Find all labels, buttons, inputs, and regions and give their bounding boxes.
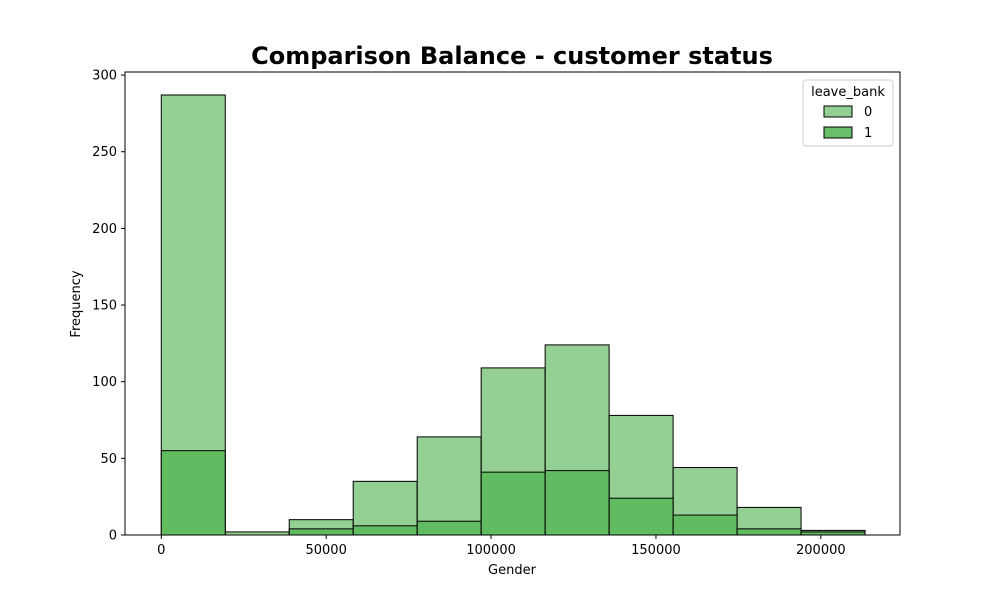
bar-series-1-bin-9 [736,528,802,536]
bar-series-1-bin-4 [416,520,482,536]
bar-series-1-bin-2 [288,528,354,536]
legend-title: leave_bank [811,85,885,100]
y-axis-ticks: 0 50 100 150 200 250 300 [92,69,125,544]
x-tick-label: 50000 [305,543,346,558]
bar-series-0-bin-4 [416,436,482,536]
y-tick-label: 250 [92,145,117,160]
x-axis-label: Gender [488,563,537,578]
bar-series-1-bin-0 [160,450,226,536]
x-tick-label: 0 [157,543,165,558]
bars-group [160,94,866,536]
y-tick-label: 200 [92,222,117,237]
legend-swatch-0 [823,105,853,118]
x-tick-label: 200000 [796,543,846,558]
chart-title: Comparison Balance - customer status [251,42,773,70]
x-axis-ticks: 0 50000 100000 150000 200000 [157,535,846,558]
bar-series-1-bin-7 [608,497,674,536]
bar-series-1-bin-6 [544,470,610,536]
y-tick-label: 50 [100,452,117,467]
x-tick-label: 150000 [631,543,681,558]
legend-label-0: 0 [864,105,872,120]
bar-series-1-bin-5 [480,471,546,536]
y-axis-label: Frequency [69,270,84,337]
bar-series-1-bin-8 [672,514,738,536]
y-tick-label: 300 [92,69,117,84]
legend-swatch-1 [823,126,853,139]
plot-frame [124,71,901,536]
bar-series-1-bin-3 [352,525,418,536]
legend: leave_bank 0 1 [802,79,894,147]
legend-label-1: 1 [864,126,872,141]
y-tick-label: 100 [92,375,117,390]
y-tick-label: 0 [109,529,117,544]
y-tick-label: 150 [92,299,117,314]
x-tick-label: 100000 [466,543,516,558]
